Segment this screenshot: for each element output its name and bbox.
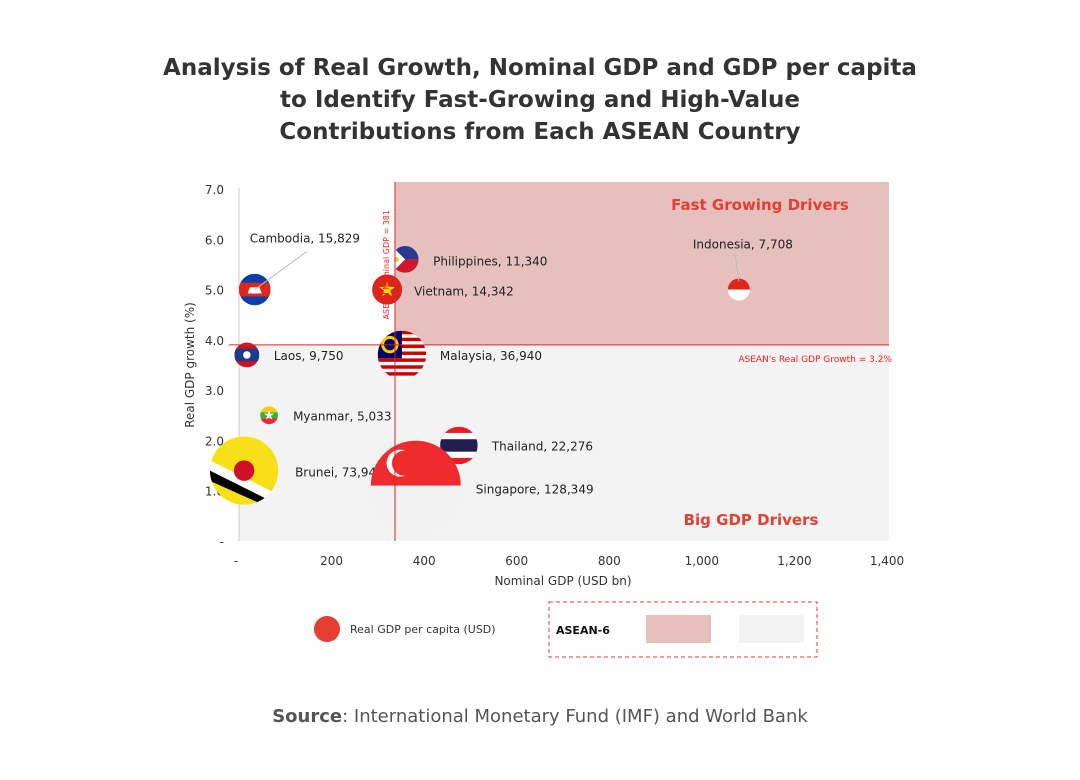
flag-stripe: [377, 358, 427, 363]
point-label: Philippines, 11,340: [433, 254, 547, 268]
temple-emblem: [247, 287, 262, 294]
flag-stripe: [377, 361, 427, 366]
reference-label-nominal-gdp: ASEAN Nominal GDP = 381: [382, 210, 391, 319]
x-tick-label: 800: [598, 554, 621, 568]
point-label: Brunei, 73,945: [295, 466, 384, 480]
moon-emblem: [243, 351, 251, 359]
y-axis-label: Real GDP growth (%): [183, 302, 197, 428]
x-tick-label: 1,400: [870, 554, 904, 568]
y-tick-label: -: [220, 535, 224, 549]
point-label: Singapore, 128,349: [476, 483, 594, 497]
x-tick-label: 600: [505, 554, 528, 568]
flag-stripe: [440, 439, 478, 452]
legend-bubble-label: Real GDP per capita (USD): [350, 623, 496, 636]
point-label: Malaysia, 36,940: [440, 349, 542, 363]
flag-stripe: [727, 278, 750, 290]
x-tick-label: 1,200: [777, 554, 811, 568]
star-emblem: [264, 409, 275, 420]
point-label: Thailand, 22,276: [491, 439, 593, 453]
y-tick-label: 4.0: [205, 334, 224, 348]
quadrant-big-gdp: [239, 344, 889, 541]
reference-label-growth: ASEAN's Real GDP Growth = 3.2%: [738, 355, 892, 365]
flag-stripe: [377, 365, 427, 370]
legend-bubble-marker: [314, 616, 340, 642]
point-label: Vietnam, 14,342: [414, 285, 514, 299]
legend-swatch: [646, 615, 711, 643]
y-tick-label: 2.0: [205, 434, 224, 448]
point-label: Myanmar, 5,033: [293, 409, 391, 423]
flag-stripe: [377, 375, 427, 380]
star-emblem: [379, 281, 395, 297]
bubble-philippines: [391, 246, 419, 273]
bubble-vietnam: [372, 274, 403, 305]
flag-stripe: [377, 368, 427, 373]
leader-line: [254, 251, 308, 290]
y-tick-label: 3.0: [205, 384, 224, 398]
y-tick-label: 5.0: [205, 284, 224, 298]
quadrant-fast-growing: [394, 182, 889, 345]
chart-title: Analysis of Real Growth, Nominal GDP and…: [163, 55, 917, 145]
legend-swatch: [739, 615, 804, 643]
y-tick-label: 6.0: [205, 233, 224, 247]
x-tick-label: 400: [413, 554, 436, 568]
source-note: Source: International Monetary Fund (IMF…: [0, 706, 1080, 727]
flag-stripe: [377, 372, 427, 377]
leader-line: [734, 253, 740, 282]
y-tick-label: 7.0: [205, 183, 224, 197]
flag-stripe: [260, 418, 278, 425]
bubble-indonesia: [727, 278, 750, 301]
bubble-singapore: [370, 440, 461, 531]
point-label: Laos, 9,750: [274, 349, 344, 363]
crescent-cut: [391, 450, 418, 476]
point-label: Indonesia, 7,708: [693, 238, 793, 252]
x-tick-label: 200: [320, 554, 343, 568]
quadrant-label-big-gdp: Big GDP Drivers: [684, 511, 819, 529]
crest-emblem: [233, 460, 255, 481]
point-label: Cambodia, 15,829: [250, 232, 360, 246]
flag-stripe: [727, 289, 750, 301]
x-tick-label: 1,000: [685, 554, 719, 568]
quadrant-label-fast-growing: Fast Growing Drivers: [671, 196, 849, 214]
x-axis-label: Nominal GDP (USD bn): [494, 574, 631, 588]
bubble-malaysia: [377, 330, 427, 380]
x-tick-label: -: [234, 554, 238, 568]
source-label: Source: [272, 706, 343, 727]
flag-stripe: [260, 406, 278, 413]
bubble-myanmar: [260, 406, 278, 425]
legend-box: [548, 601, 818, 658]
bubble-laos: [234, 342, 260, 368]
legend-group-label: ASEAN-6: [556, 624, 610, 637]
flag-band: [209, 460, 279, 505]
source-text: : International Monetary Fund (IMF) and …: [342, 706, 808, 727]
